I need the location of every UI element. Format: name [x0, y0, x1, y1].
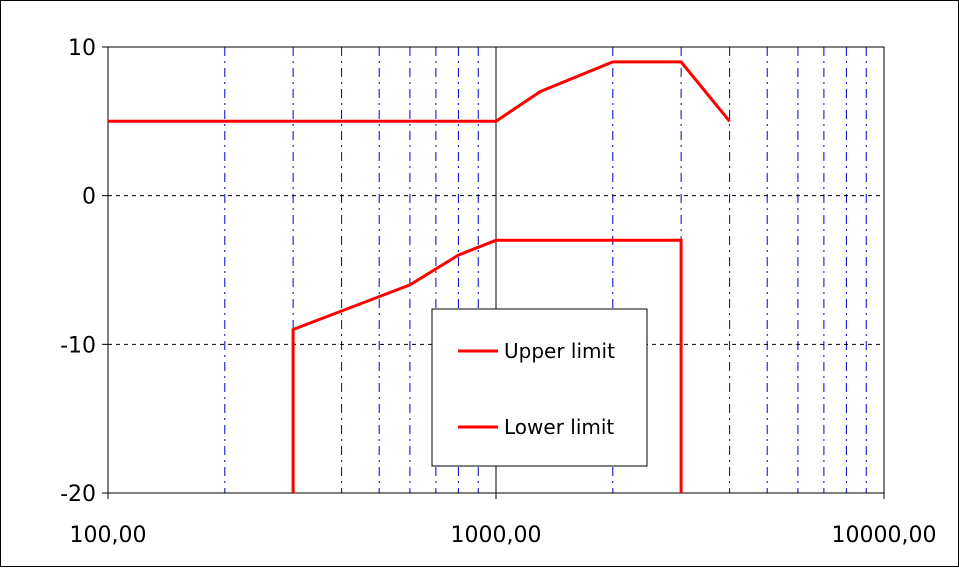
x-tick-label: 10000,00 [832, 523, 937, 548]
legend-label: Lower limit [504, 415, 614, 439]
legend: Upper limit Lower limit [431, 308, 648, 467]
series-line-upper-limit [108, 60, 731, 123]
axes-layer: -20 -10 0 10 100,00 1000,00 10000,00 [60, 36, 936, 548]
y-tick-label: -20 [60, 482, 96, 507]
x-tick-label: 100,00 [70, 523, 147, 548]
y-tick-label: 10 [68, 36, 96, 61]
legend-label: Upper limit [504, 339, 615, 363]
series-layer [108, 60, 731, 493]
y-tick-label: 0 [82, 185, 96, 210]
x-tick-label: 1000,00 [451, 523, 542, 548]
legend-box [431, 308, 648, 467]
y-tick-label: -10 [60, 333, 96, 358]
series-line-lower-limit [291, 238, 683, 493]
